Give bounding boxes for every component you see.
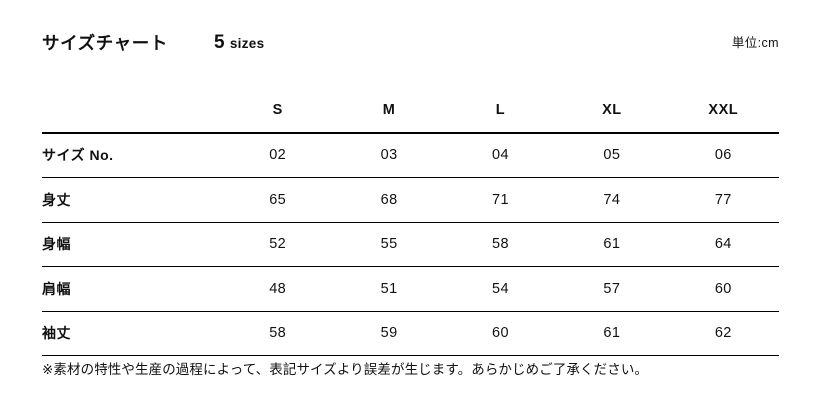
row-label: サイズ No. bbox=[42, 147, 114, 164]
row-label: 身幅 bbox=[42, 236, 71, 253]
size-count-label: sizes bbox=[229, 36, 265, 51]
table-row: 身幅 52 55 58 61 64 bbox=[42, 222, 779, 267]
cell: 64 bbox=[714, 236, 732, 253]
cell: 61 bbox=[603, 236, 621, 253]
row-label: 肩幅 bbox=[42, 280, 71, 297]
cell: 61 bbox=[603, 325, 621, 342]
cell: 05 bbox=[603, 147, 621, 164]
table-header-row: S M L XL XXL bbox=[42, 88, 779, 133]
title-row: サイズチャート 5 sizes 単位:cm bbox=[42, 30, 779, 60]
cell: 06 bbox=[714, 147, 732, 164]
cell: 52 bbox=[269, 236, 287, 253]
column-header-labels bbox=[42, 88, 222, 133]
table-header: S M L XL XXL bbox=[42, 88, 779, 133]
cell: 51 bbox=[380, 280, 398, 297]
cell: 68 bbox=[380, 191, 398, 208]
unit-note: 単位:cm bbox=[731, 36, 779, 50]
size-count-number: 5 bbox=[214, 32, 225, 53]
cell: 48 bbox=[269, 280, 287, 297]
cell: 02 bbox=[269, 147, 287, 164]
column-header-m: M bbox=[382, 101, 396, 118]
footnote: ※素材の特性や生産の過程によって、表記サイズより誤差が生じます。あらかじめご了承… bbox=[42, 362, 649, 377]
cell: 59 bbox=[380, 325, 398, 342]
cell: 54 bbox=[492, 280, 509, 297]
column-header-xl: XL bbox=[602, 101, 622, 118]
cell: 04 bbox=[492, 147, 509, 164]
cell: 60 bbox=[714, 280, 732, 297]
row-label: 袖丈 bbox=[42, 325, 71, 342]
size-count-group: 5 sizes bbox=[214, 30, 264, 57]
column-header-s: S bbox=[272, 101, 283, 118]
cell: 74 bbox=[603, 191, 621, 208]
row-label: 身丈 bbox=[42, 191, 71, 208]
cell: 71 bbox=[492, 191, 509, 208]
cell: 58 bbox=[492, 236, 509, 253]
page-title: サイズチャート bbox=[42, 33, 168, 53]
table-row: 肩幅 48 51 54 57 60 bbox=[42, 267, 779, 311]
cell: 57 bbox=[603, 280, 621, 297]
column-header-xxl: XXL bbox=[708, 101, 739, 118]
table-row: サイズ No. 02 03 04 05 06 bbox=[42, 133, 779, 178]
cell: 60 bbox=[492, 325, 509, 342]
cell: 58 bbox=[269, 325, 287, 342]
cell: 77 bbox=[714, 191, 732, 208]
size-chart-table: S M L XL XXL サイズ No. 02 03 04 05 06 身丈 6… bbox=[42, 88, 779, 356]
table-row: 身丈 65 68 71 74 77 bbox=[42, 178, 779, 222]
table-row: 袖丈 58 59 60 61 62 bbox=[42, 311, 779, 356]
cell: 65 bbox=[269, 191, 287, 208]
column-header-l: L bbox=[495, 101, 506, 118]
cell: 62 bbox=[714, 325, 732, 342]
cell: 55 bbox=[380, 236, 398, 253]
table-body: サイズ No. 02 03 04 05 06 身丈 65 68 71 74 77… bbox=[42, 133, 779, 356]
cell: 03 bbox=[380, 147, 398, 164]
